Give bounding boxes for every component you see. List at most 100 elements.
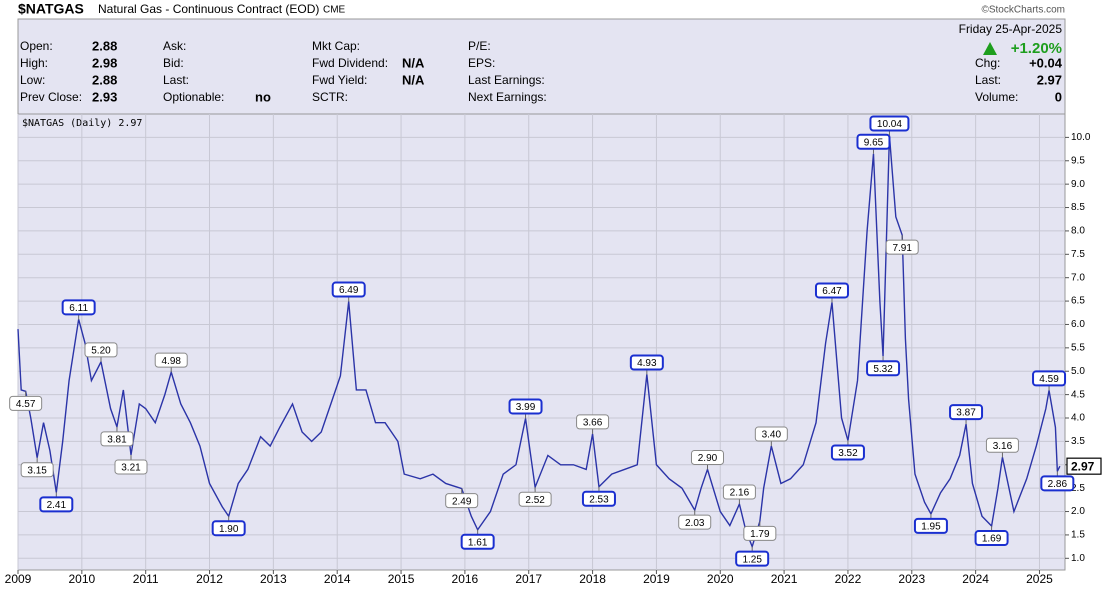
annotation-label: 2.16 [730, 488, 750, 499]
y-tick-label: 1.5 [1071, 530, 1085, 541]
annotation-label: 2.41 [47, 500, 67, 511]
annotation-label: 1.25 [742, 554, 762, 565]
field-label: EPS: [468, 56, 495, 70]
annotation-label: 1.79 [750, 529, 770, 540]
x-tick-label: 2009 [5, 572, 32, 586]
x-tick-label: 2025 [1026, 572, 1053, 586]
field-value: 2.88 [92, 72, 117, 87]
annotation-label: 3.15 [27, 465, 47, 476]
legend: $NATGAS (Daily) 2.97 [22, 118, 142, 129]
change-percent: +1.20% [1011, 40, 1062, 57]
annotation-label: 9.65 [864, 137, 884, 148]
symbol: $NATGAS [18, 1, 84, 17]
y-tick-label: 5.0 [1071, 366, 1085, 377]
field-value: 2.88 [92, 38, 117, 53]
y-tick-label: 1.0 [1071, 553, 1085, 564]
annotation-label: 4.93 [637, 358, 657, 369]
annotation-box [856, 133, 891, 150]
annotation-box [331, 281, 366, 298]
y-tick-label: 5.5 [1071, 342, 1085, 353]
annotation-label: 3.87 [956, 408, 976, 419]
annotation-box [629, 354, 664, 371]
y-tick-label: 2.0 [1071, 506, 1085, 517]
annotation-box [61, 299, 96, 316]
annotation-box [114, 459, 148, 475]
y-tick-label: 8.0 [1071, 226, 1085, 237]
annotation-label: 6.11 [69, 303, 88, 314]
annotation-box [814, 282, 849, 299]
annotation-box [100, 431, 134, 447]
field-value: +0.04 [1029, 55, 1063, 70]
field-label: Last Earnings: [468, 73, 545, 87]
annotation-label: 4.98 [161, 356, 181, 367]
annotation-box [722, 484, 756, 500]
field-label: Last: [975, 73, 1001, 87]
annotation-box [445, 493, 479, 509]
field-value: N/A [402, 72, 425, 87]
annotation-label: 1.61 [468, 537, 488, 548]
field-label: Next Earnings: [468, 90, 547, 104]
annotation-label: 2.53 [589, 494, 609, 505]
annotation-label: 2.90 [698, 453, 718, 464]
annotation-label: 2.03 [685, 518, 705, 529]
field-label: High: [20, 56, 48, 70]
x-tick-label: 2010 [68, 572, 95, 586]
exchange: CME [323, 5, 346, 16]
x-tick-label: 2017 [515, 572, 542, 586]
annotation-box [869, 115, 910, 132]
annotation-box [20, 462, 54, 478]
annotation-box [576, 414, 610, 430]
x-tick-label: 2023 [898, 572, 925, 586]
field-value: N/A [402, 55, 425, 70]
y-tick-label: 6.5 [1071, 296, 1085, 307]
x-tick-label: 2022 [835, 572, 862, 586]
annotation-box [518, 491, 552, 507]
field-value: 2.98 [92, 55, 117, 70]
annotation-box [84, 342, 118, 358]
field-value: 2.97 [1037, 72, 1062, 87]
x-tick-label: 2013 [260, 572, 287, 586]
y-tick-label: 2.5 [1071, 483, 1085, 494]
annotation-label: 3.21 [121, 463, 141, 474]
x-tick-label: 2011 [133, 572, 159, 586]
annotation-box [1040, 475, 1075, 492]
y-tick-label: 9.5 [1071, 155, 1085, 166]
annotation-box [913, 517, 948, 534]
x-tick-label: 2021 [771, 572, 798, 586]
field-label: Optionable: [163, 90, 224, 104]
y-tick-label: 4.5 [1071, 389, 1085, 400]
x-tick-label: 2020 [707, 572, 734, 586]
field-value: no [255, 89, 271, 104]
annotation-label: 3.52 [838, 448, 858, 459]
annotation-label: 7.91 [892, 243, 912, 254]
annotation-box [754, 426, 788, 442]
annotation-label: 1.69 [982, 534, 1002, 545]
field-label: P/E: [468, 39, 491, 53]
annotation-label: 2.49 [452, 496, 472, 507]
annotation-label: 5.32 [873, 364, 893, 375]
x-tick-label: 2018 [579, 572, 606, 586]
y-tick-label: 7.5 [1071, 249, 1085, 260]
annotation-label: 3.40 [762, 430, 782, 441]
annotation-box [735, 550, 770, 567]
x-tick-label: 2019 [643, 572, 670, 586]
annotation-box [974, 530, 1009, 547]
source: ©StockCharts.com [981, 5, 1065, 16]
annotation-box [949, 404, 984, 421]
price-line [17, 135, 1061, 549]
annotation-label: 3.66 [583, 418, 603, 429]
annotation-box [885, 239, 919, 255]
x-tick-label: 2024 [962, 572, 989, 586]
annotation-box [1032, 370, 1067, 387]
x-tick-label: 2016 [452, 572, 479, 586]
annotation-box [743, 525, 777, 541]
annotation-label: 4.57 [16, 399, 36, 410]
y-tick-label: 7.0 [1071, 272, 1085, 283]
y-tick-label: 9.0 [1071, 179, 1085, 190]
date: Friday 25-Apr-2025 [959, 22, 1063, 36]
annotation-box [678, 514, 712, 530]
info-panel [17, 18, 1066, 115]
field-label: Volume: [975, 90, 1018, 104]
annotation-label: 1.95 [921, 522, 941, 533]
